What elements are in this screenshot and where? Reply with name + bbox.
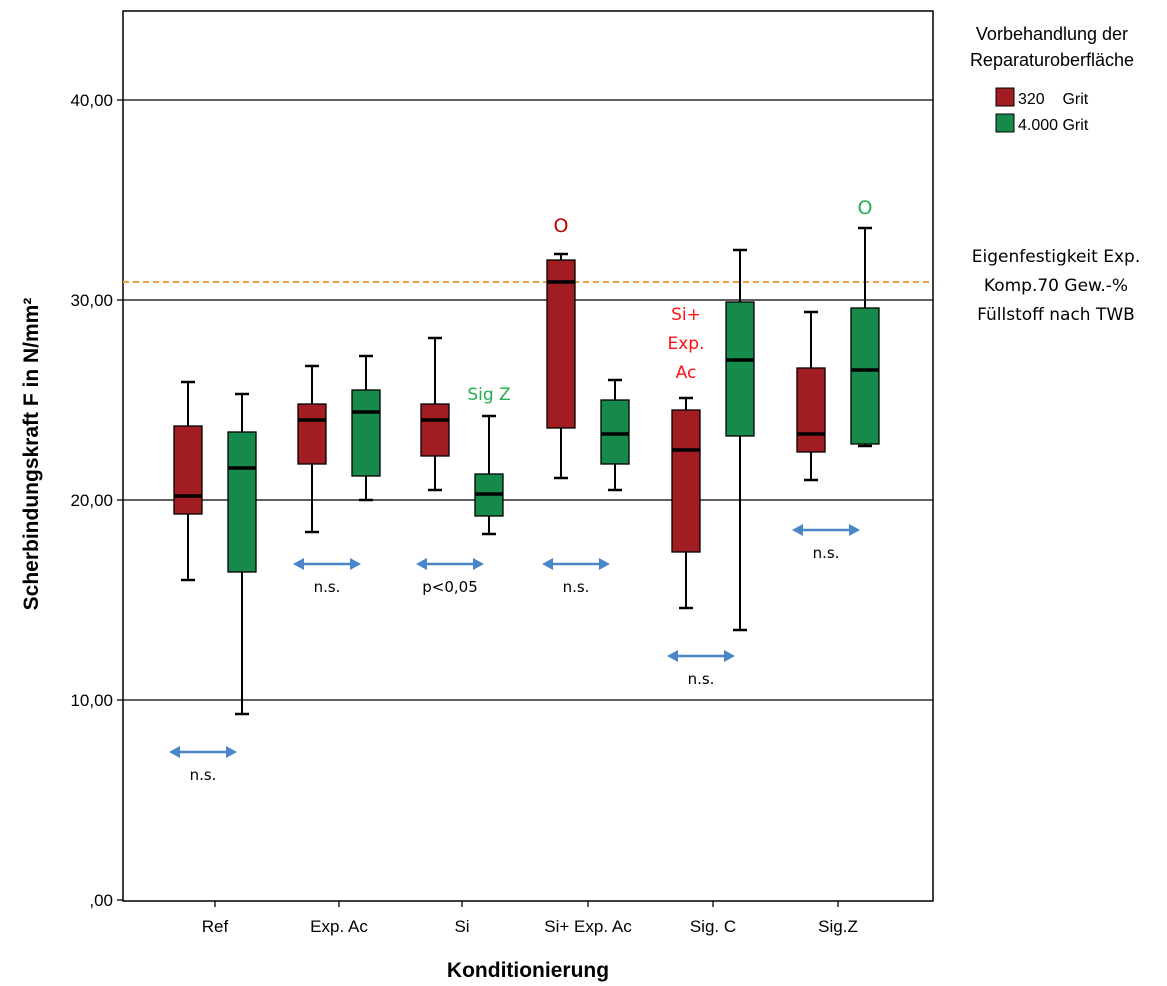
comparison-arrowhead-left bbox=[416, 558, 427, 570]
outlier-marker: O bbox=[554, 215, 569, 237]
comparison-arrowhead-left bbox=[792, 524, 803, 536]
x-tick-label-sig-z: Sig.Z bbox=[818, 917, 858, 936]
x-axis-ticks: Ref Exp. Ac Si Si+ Exp. Ac Sig. C Sig.Z bbox=[202, 901, 858, 936]
y-tick-label: 20,00 bbox=[70, 491, 113, 510]
comparison-label: n.s. bbox=[813, 544, 840, 562]
comparison-arrowhead-left bbox=[542, 558, 553, 570]
legend-swatch-4000-grit bbox=[995, 113, 1015, 133]
x-tick-label-sig-c: Sig. C bbox=[690, 917, 736, 936]
comparison-label: n.s. bbox=[688, 670, 715, 688]
box-sig-c-320 bbox=[671, 409, 701, 553]
comparison-arrowhead-right bbox=[724, 650, 735, 662]
box-si-exp-ac-320 bbox=[546, 259, 576, 429]
box-exp-ac-4000 bbox=[351, 389, 381, 477]
annotation-line: Ac bbox=[676, 363, 697, 383]
comparison-arrowhead-left bbox=[293, 558, 304, 570]
comparison-arrowhead-left bbox=[667, 650, 678, 662]
annotation-sig-z: Sig Z bbox=[467, 385, 510, 405]
annotations: O O Sig Z Si+ Exp. Ac bbox=[467, 197, 872, 405]
plot-area-frame bbox=[122, 10, 934, 902]
box-ref-320 bbox=[173, 425, 203, 515]
y-tick-label: 10,00 bbox=[70, 691, 113, 710]
box-sig-c-4000 bbox=[725, 301, 755, 437]
legend-label-320-grit: 320 Grit bbox=[1018, 91, 1089, 108]
reference-label-line1: Eigenfestigkeit Exp. bbox=[972, 247, 1140, 267]
legend-title-line2: Reparaturoberfläche bbox=[970, 50, 1134, 70]
comparison-arrowhead-right bbox=[849, 524, 860, 536]
comparison-arrowhead-left bbox=[169, 746, 180, 758]
legend-label-4000-grit: 4.000 Grit bbox=[1018, 117, 1089, 134]
x-tick-label-exp-ac: Exp. Ac bbox=[310, 917, 368, 936]
legend-title-line1: Vorbehandlung der bbox=[976, 24, 1128, 44]
box-sig-z-320 bbox=[796, 367, 826, 453]
gridlines bbox=[123, 99, 933, 701]
comparison-label: n.s. bbox=[314, 578, 341, 596]
reference-label-line2: Komp.70 Gew.-% bbox=[984, 276, 1128, 296]
outlier-marker: O bbox=[858, 197, 873, 219]
reference-line-label: Eigenfestigkeit Exp. Komp.70 Gew.-% Füll… bbox=[972, 247, 1140, 325]
box-exp-ac-320 bbox=[297, 403, 327, 465]
x-tick-label-ref: Ref bbox=[202, 917, 229, 936]
box-sig-z-4000 bbox=[850, 307, 880, 445]
x-tick-label-si-exp-ac: Si+ Exp. Ac bbox=[544, 917, 632, 936]
y-tick-label: 30,00 bbox=[70, 291, 113, 310]
y-axis-title: Scherbindungskraft F in N/mm² bbox=[20, 298, 43, 611]
y-tick-label: ,00 bbox=[89, 891, 113, 910]
box-si-320 bbox=[420, 403, 450, 457]
x-axis-title: Konditionierung bbox=[447, 959, 609, 982]
legend: Vorbehandlung der Reparaturoberfläche 32… bbox=[970, 24, 1134, 134]
comparison-label: p<0,05 bbox=[422, 578, 478, 596]
annotation-line: Si+ bbox=[671, 305, 701, 325]
comparison-label: n.s. bbox=[563, 578, 590, 596]
y-axis-ticks: ,00 10,00 20,00 30,00 40,00 bbox=[70, 91, 123, 910]
comparison-label: n.s. bbox=[190, 766, 217, 784]
comparison-arrowhead-right bbox=[599, 558, 610, 570]
x-tick-label-si: Si bbox=[454, 917, 469, 936]
comparison-arrowhead-right bbox=[226, 746, 237, 758]
y-tick-label: 40,00 bbox=[70, 91, 113, 110]
annotation-multiline: Si+ Exp. Ac bbox=[668, 305, 705, 383]
box-ref-4000 bbox=[227, 431, 257, 573]
reference-label-line3: Füllstoff nach TWB bbox=[977, 305, 1135, 325]
comparison-arrowhead-right bbox=[473, 558, 484, 570]
legend-swatch-320-grit bbox=[995, 87, 1015, 107]
comparison-arrowhead-right bbox=[350, 558, 361, 570]
box-si-exp-ac-4000 bbox=[600, 399, 630, 465]
box-series bbox=[173, 226, 880, 716]
comparison-arrows: n.s. n.s. p<0,05 n.s. n.s. n.s. bbox=[169, 524, 860, 784]
annotation-line: Exp. bbox=[668, 334, 705, 354]
